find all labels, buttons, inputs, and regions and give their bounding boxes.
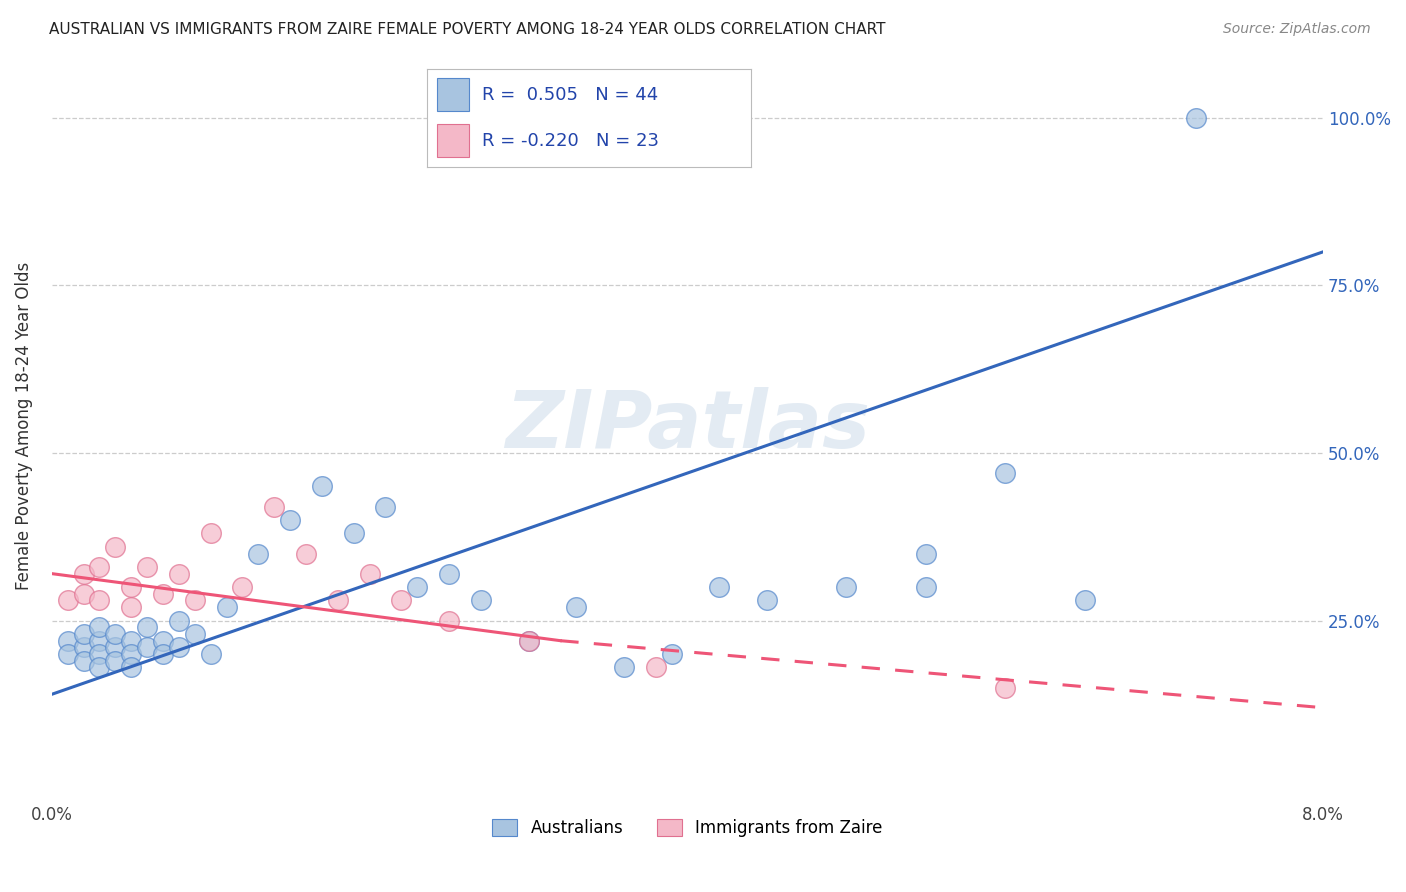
Text: Source: ZipAtlas.com: Source: ZipAtlas.com <box>1223 22 1371 37</box>
Point <box>72 640 94 655</box>
Legend: Australians, Immigrants from Zaire: Australians, Immigrants from Zaire <box>484 811 891 846</box>
Point <box>89 560 111 574</box>
Point <box>247 547 270 561</box>
Point <box>437 566 460 581</box>
Point <box>136 640 159 655</box>
Point <box>994 681 1017 695</box>
Point <box>89 620 111 634</box>
Point <box>167 566 190 581</box>
Point <box>914 580 936 594</box>
Point <box>120 600 142 615</box>
Point <box>470 593 492 607</box>
Point <box>1185 111 1208 125</box>
Point <box>517 633 540 648</box>
Point <box>152 633 174 648</box>
Point <box>517 633 540 648</box>
Text: ZIPatlas: ZIPatlas <box>505 387 870 465</box>
Point <box>120 633 142 648</box>
Point <box>661 647 683 661</box>
Point <box>89 633 111 648</box>
Point <box>89 593 111 607</box>
Point <box>709 580 731 594</box>
Point <box>231 580 253 594</box>
Point <box>120 647 142 661</box>
Point <box>278 513 301 527</box>
Point <box>200 647 222 661</box>
Point <box>72 566 94 581</box>
Point <box>200 526 222 541</box>
Point <box>1074 593 1097 607</box>
Point <box>72 587 94 601</box>
Point <box>914 547 936 561</box>
Point <box>389 593 412 607</box>
Point <box>152 647 174 661</box>
Point <box>56 633 79 648</box>
Point <box>994 466 1017 480</box>
Point <box>72 654 94 668</box>
Point <box>406 580 429 594</box>
Point <box>359 566 381 581</box>
Point <box>613 660 636 674</box>
Point <box>343 526 366 541</box>
Point <box>215 600 238 615</box>
Point <box>311 479 333 493</box>
Point <box>437 614 460 628</box>
Point <box>835 580 858 594</box>
Point <box>755 593 778 607</box>
Text: AUSTRALIAN VS IMMIGRANTS FROM ZAIRE FEMALE POVERTY AMONG 18-24 YEAR OLDS CORRELA: AUSTRALIAN VS IMMIGRANTS FROM ZAIRE FEMA… <box>49 22 886 37</box>
Point <box>136 620 159 634</box>
Point <box>295 547 318 561</box>
Point <box>104 540 127 554</box>
Point <box>56 647 79 661</box>
Point <box>104 654 127 668</box>
Point <box>89 660 111 674</box>
Point <box>167 614 190 628</box>
Point <box>56 593 79 607</box>
Point <box>184 627 207 641</box>
Y-axis label: Female Poverty Among 18-24 Year Olds: Female Poverty Among 18-24 Year Olds <box>15 262 32 591</box>
Point <box>184 593 207 607</box>
Point <box>104 627 127 641</box>
Point <box>644 660 666 674</box>
Point <box>374 500 396 514</box>
Point <box>120 660 142 674</box>
Point <box>104 640 127 655</box>
Point <box>565 600 588 615</box>
Point <box>72 627 94 641</box>
Point <box>167 640 190 655</box>
Point <box>326 593 349 607</box>
Point <box>152 587 174 601</box>
Point <box>89 647 111 661</box>
Point <box>263 500 285 514</box>
Point <box>136 560 159 574</box>
Point <box>120 580 142 594</box>
